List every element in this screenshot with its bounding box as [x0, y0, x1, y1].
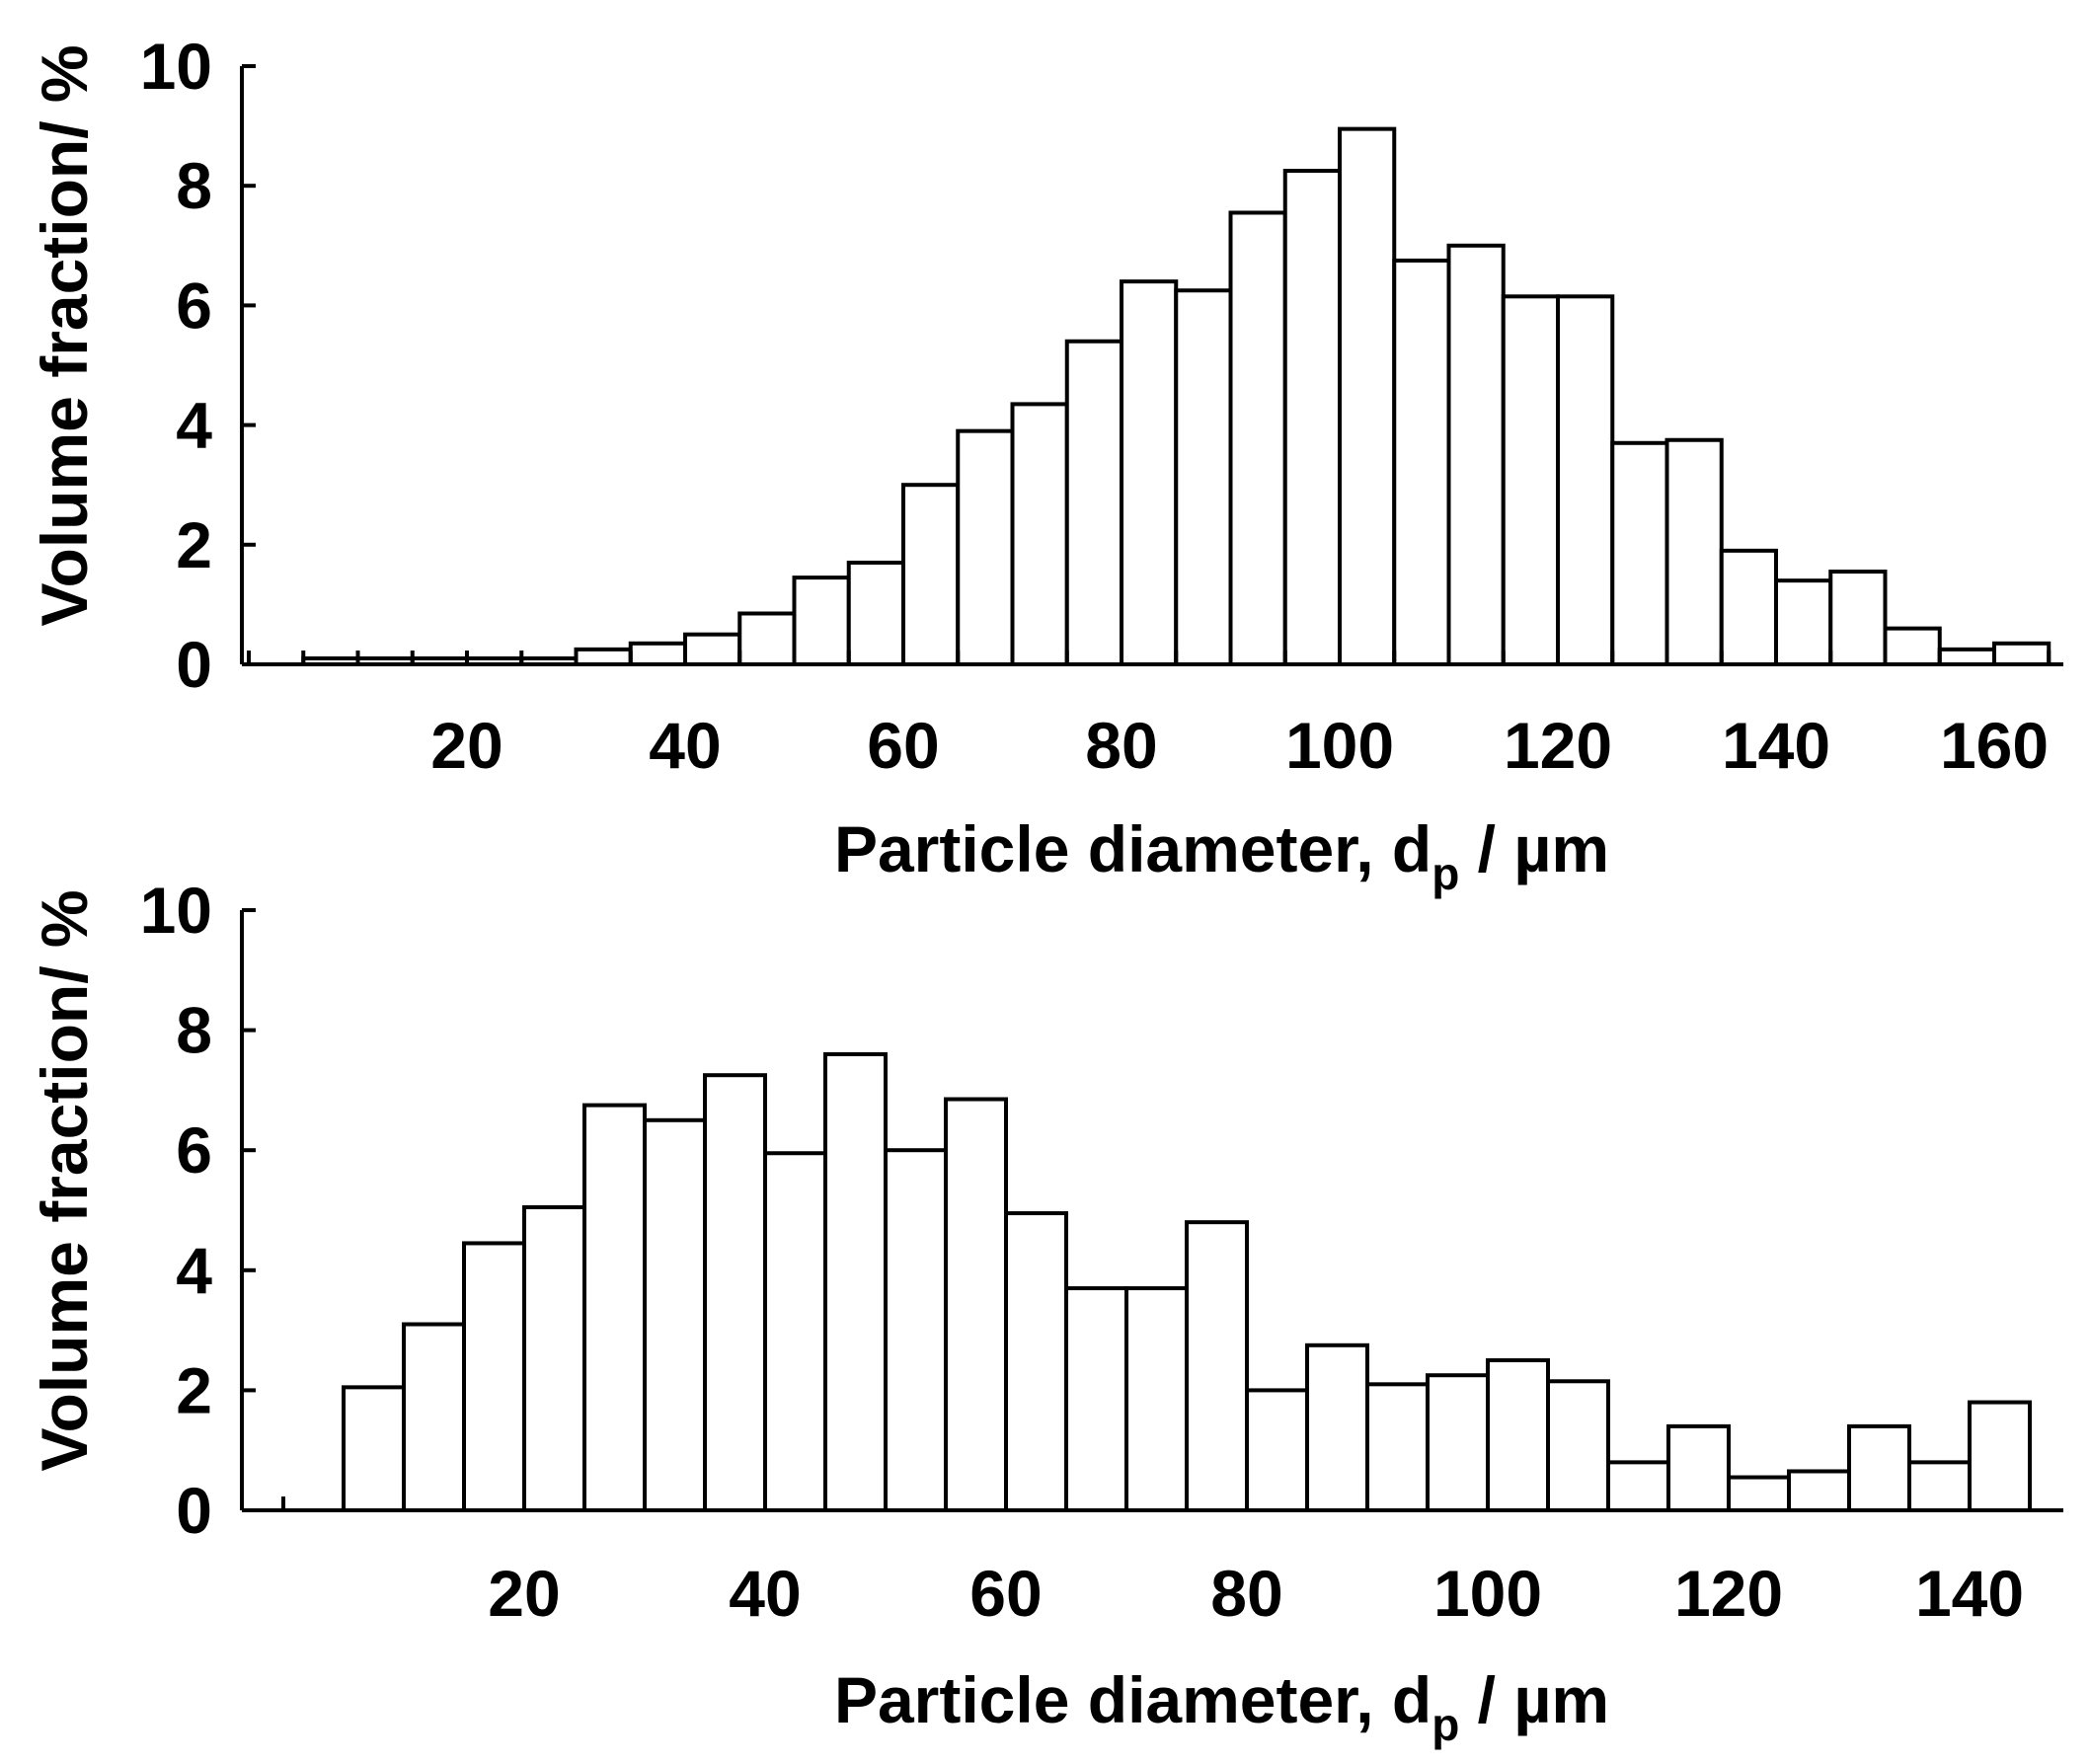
bar: [846, 560, 905, 666]
bar: [1556, 294, 1615, 666]
bar: [1064, 339, 1123, 666]
x-tick-label: 120: [1674, 1557, 1783, 1630]
x-axis-label-main: Particle diameter, d: [834, 812, 1432, 885]
bar: [1992, 641, 2051, 666]
x-tick-label: 40: [729, 1557, 801, 1630]
bar: [884, 1148, 948, 1512]
x-axis-label-sub: p: [1432, 1699, 1459, 1750]
bar: [1305, 1342, 1369, 1513]
x-tick-label: 100: [1285, 709, 1394, 782]
x-tick-label: 80: [1085, 709, 1157, 782]
x-tick-label: 60: [867, 709, 939, 782]
bar: [1392, 258, 1451, 666]
bar: [643, 1117, 707, 1513]
bar: [1124, 1286, 1189, 1513]
bar: [1501, 294, 1560, 666]
x-tick-label: 160: [1940, 709, 2049, 782]
bar: [1968, 1400, 2032, 1513]
y-tick-label: 4: [176, 389, 212, 462]
bar: [574, 647, 633, 666]
bar: [1937, 647, 1996, 666]
bar: [1185, 1220, 1249, 1513]
bar: [1010, 402, 1069, 666]
bar: [944, 1097, 1008, 1513]
bar: [901, 483, 961, 667]
histogram-top: 0 2 4 6 8 10 20 40 60 80 100 120 140 160 Particle diam…: [28, 30, 2063, 899]
bar: [1883, 626, 1942, 667]
bar: [823, 1051, 888, 1513]
x-tick-label: 40: [649, 709, 721, 782]
bar: [342, 1385, 406, 1512]
bar: [1282, 169, 1342, 667]
bar: [1828, 570, 1888, 667]
x-axis-label-main: Particle diameter, d: [834, 1663, 1432, 1736]
bar: [1727, 1475, 1791, 1513]
bar: [737, 611, 797, 666]
bar: [956, 428, 1015, 666]
x-tick-label: 20: [488, 1557, 560, 1630]
bars: [342, 1051, 2032, 1513]
y-tick-label: 2: [176, 1353, 212, 1426]
y-tick-label: 4: [176, 1234, 212, 1307]
bar: [1064, 1286, 1128, 1513]
bar: [1610, 440, 1669, 666]
bar: [1774, 578, 1833, 666]
bar: [402, 1322, 466, 1513]
bar: [1228, 210, 1287, 666]
bar: [1446, 243, 1506, 667]
bar: [1666, 1423, 1731, 1513]
x-axis-label: Particle diameter, dp / µm: [834, 812, 1609, 899]
bar: [1365, 1382, 1430, 1512]
bar: [1174, 288, 1233, 666]
bar: [1120, 279, 1179, 666]
x-tick-label: 140: [1915, 1557, 2024, 1630]
bar: [582, 1103, 647, 1512]
y-tick-label: 8: [176, 149, 212, 222]
bar: [1664, 437, 1724, 666]
x-tick-label: 60: [969, 1557, 1042, 1630]
bars: [301, 126, 2051, 667]
bar: [1486, 1358, 1550, 1512]
y-axis-label: Volume fraction/ %: [28, 889, 101, 1471]
y-tick-label: 0: [176, 628, 212, 701]
histogram-bottom: 0 2 4 6 8 10 20 40 60 80 100 120 140 Particle diamete…: [28, 874, 2063, 1750]
x-axis-label-unit: / µm: [1459, 812, 1609, 885]
bar: [1338, 126, 1397, 666]
bar: [1004, 1211, 1068, 1513]
x-tick-label: 80: [1210, 1557, 1282, 1630]
x-axis-label: Particle diameter, dp / µm: [834, 1663, 1609, 1750]
bar: [1847, 1423, 1911, 1513]
x-axis-label-sub: p: [1432, 848, 1459, 899]
y-tick-label: 10: [140, 30, 212, 103]
bar: [1907, 1460, 1972, 1512]
x-tick-label: 100: [1433, 1557, 1542, 1630]
y-tick-label: 2: [176, 508, 212, 581]
bar: [1719, 548, 1778, 666]
bar: [462, 1241, 526, 1512]
x-axis-label-unit: / µm: [1459, 1663, 1609, 1736]
bar: [1245, 1388, 1309, 1513]
bar: [792, 575, 851, 667]
y-tick-label: 0: [176, 1474, 212, 1547]
y-axis-label: Volume fraction/ %: [28, 44, 101, 626]
y-tick-label: 6: [176, 1113, 212, 1187]
bar: [703, 1073, 767, 1512]
bar: [1426, 1373, 1490, 1512]
bar: [522, 1204, 586, 1512]
bar: [683, 632, 742, 667]
bar: [1787, 1469, 1851, 1512]
x-tick-label: 20: [430, 709, 503, 782]
bar: [763, 1151, 827, 1512]
y-tick-label: 10: [140, 874, 212, 947]
x-tick-label: 140: [1722, 709, 1830, 782]
x-tick-label: 120: [1504, 709, 1612, 782]
y-tick-label: 8: [176, 994, 212, 1067]
bar: [1606, 1460, 1670, 1512]
bar: [1546, 1379, 1610, 1513]
bar: [628, 641, 687, 666]
y-tick-label: 6: [176, 268, 212, 342]
